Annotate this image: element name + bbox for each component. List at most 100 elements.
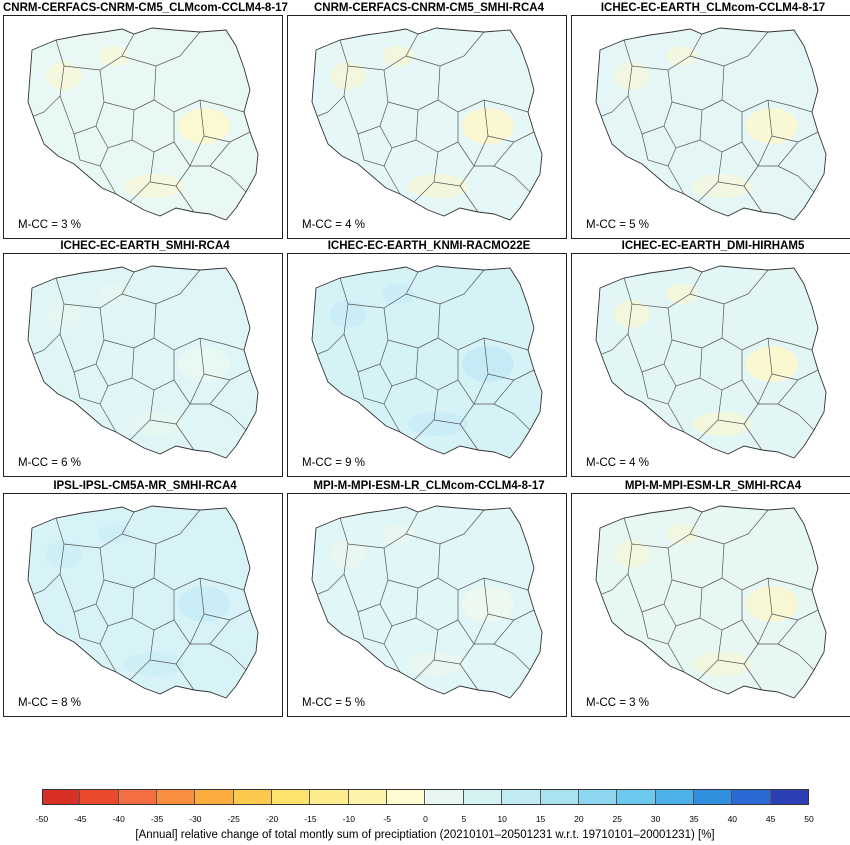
value-patch: [746, 108, 798, 144]
province-border: [493, 643, 531, 671]
province-border: [743, 663, 763, 691]
province-border: [175, 423, 195, 451]
mcc-label: M-CC = 3 %: [18, 219, 81, 231]
province-border: [190, 379, 231, 405]
province-border: [99, 165, 117, 195]
country-border: [311, 505, 543, 699]
province-border: [777, 403, 815, 431]
poland-map: [311, 505, 543, 699]
value-patch: [330, 300, 366, 328]
province-border: [743, 423, 763, 451]
value-patch: [124, 412, 184, 436]
poland-map: [311, 265, 543, 459]
province-border: [347, 511, 419, 549]
province-border: [347, 271, 419, 309]
colorbar-segment: [387, 789, 426, 805]
value-patch: [178, 346, 230, 382]
province-border: [63, 511, 135, 549]
province-border: [457, 99, 489, 167]
country-fill: [596, 506, 826, 698]
province-border: [173, 577, 205, 645]
province-border: [474, 619, 515, 645]
country-fill: [596, 28, 826, 220]
value-patch: [178, 108, 230, 144]
poland-map: [27, 27, 259, 221]
value-patch: [408, 412, 468, 436]
country-border: [595, 27, 827, 221]
province-border: [383, 643, 401, 673]
value-patch: [462, 108, 514, 144]
panel-title: MPI-M-MPI-ESM-LR_CLMcom-CCLM4-8-17: [313, 480, 545, 492]
province-border: [459, 423, 479, 451]
value-patch: [382, 284, 414, 304]
map-panel: M-CC = 3 %: [3, 15, 283, 239]
map-panel: M-CC = 6 %: [3, 253, 283, 477]
colorbar-tick-label: -25: [227, 814, 240, 824]
colorbar-tick-label: -45: [74, 814, 87, 824]
mcc-label: M-CC = 4 %: [586, 457, 649, 469]
colorbar-tick-label: 5: [461, 814, 467, 824]
value-patch: [46, 62, 82, 90]
value-patch: [746, 346, 798, 382]
mcc-label: M-CC = 3 %: [586, 697, 649, 709]
province-border: [641, 133, 677, 167]
panel-title: CNRM-CERFACS-CNRM-CM5_SMHI-RCA4: [314, 2, 544, 14]
colorbar-tick-label: -35: [150, 814, 164, 824]
colorbar-segment: [502, 789, 541, 805]
map-panel: M-CC = 4 %: [571, 253, 850, 477]
colorbar-tick-label: 35: [689, 814, 699, 824]
poland-map: [311, 27, 543, 221]
colorbar-tick-label: 25: [612, 814, 622, 824]
province-border: [459, 663, 479, 691]
colorbar-segment: [348, 789, 388, 805]
colorbar-tick-label: 50: [804, 814, 814, 824]
colorbar-segment: [655, 789, 694, 805]
mcc-label: M-CC = 5 %: [586, 219, 649, 231]
value-patch: [614, 540, 650, 568]
value-patch: [692, 652, 752, 676]
poland-map: [27, 505, 259, 699]
colorbar-segment: [578, 789, 618, 805]
poland-map: [595, 265, 827, 459]
province-border: [153, 65, 245, 113]
province-border: [99, 643, 117, 673]
country-border: [311, 27, 543, 221]
province-border: [347, 33, 419, 71]
province-border: [175, 185, 195, 213]
province-border: [641, 371, 677, 405]
colorbar-segment: [272, 789, 311, 805]
panel-title: IPSL-IPSL-CM5A-MR_SMHI-RCA4: [53, 480, 237, 492]
province-border: [405, 509, 485, 545]
province-border: [121, 269, 201, 305]
province-border: [457, 337, 489, 405]
value-patch: [462, 346, 514, 382]
panel-title: ICHEC-EC-EARTH_KNMI-RACMO22E: [327, 240, 531, 252]
value-patch: [330, 62, 366, 90]
value-patch: [124, 174, 184, 198]
panel-title: ICHEC-EC-EARTH_SMHI-RCA4: [60, 240, 230, 252]
province-border: [474, 141, 515, 167]
province-border: [383, 403, 401, 433]
province-border: [631, 511, 703, 549]
colorbar-tick-label: 15: [535, 814, 546, 824]
value-patch: [408, 174, 468, 198]
province-border: [405, 269, 485, 305]
province-border: [667, 403, 685, 433]
colorbar-segment: [42, 789, 81, 805]
province-border: [63, 271, 135, 309]
country-border: [27, 265, 259, 459]
province-border: [721, 303, 813, 351]
country-fill: [28, 506, 258, 698]
province-border: [758, 619, 799, 645]
colorbar-tick-label: -40: [112, 814, 125, 824]
colorbar-segment: [540, 789, 579, 805]
province-border: [437, 303, 529, 351]
province-border: [357, 133, 393, 167]
province-border: [758, 141, 799, 167]
mcc-label: M-CC = 9 %: [302, 457, 365, 469]
colorbar-segment: [310, 789, 349, 805]
value-patch: [666, 46, 698, 66]
colorbar-tick-label: -50: [35, 814, 49, 824]
province-border: [209, 403, 247, 431]
province-border: [383, 165, 401, 195]
